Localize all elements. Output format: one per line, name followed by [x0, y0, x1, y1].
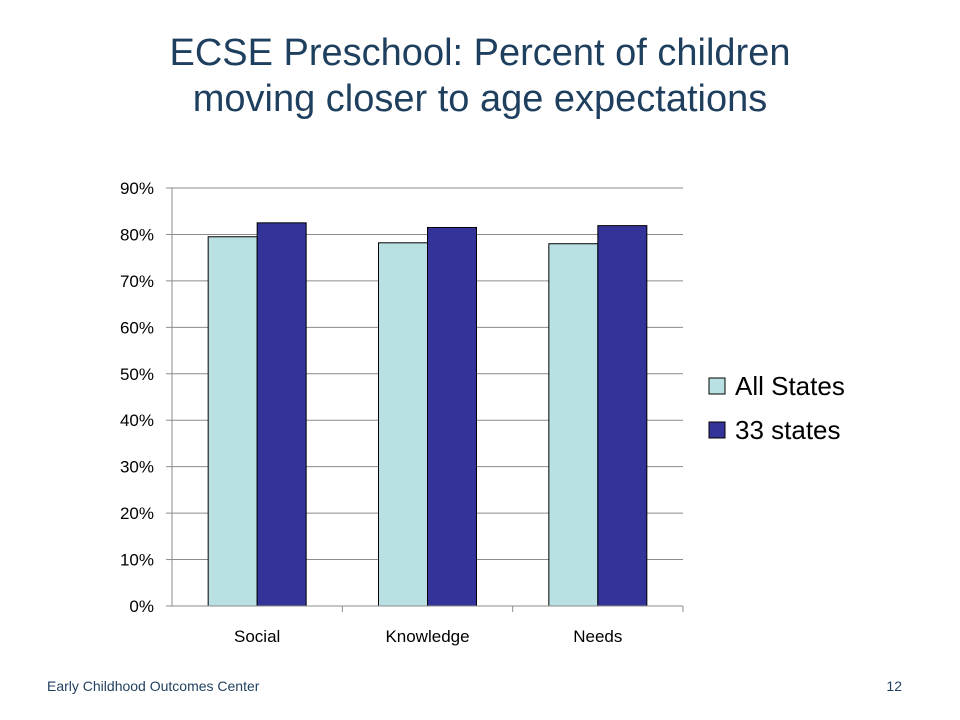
bar-all-states-social: [207, 236, 258, 607]
x-tick-label: Needs: [573, 627, 622, 646]
y-tick-label: 50%: [120, 365, 154, 384]
slide-title: ECSE Preschool: Percent of children movi…: [0, 30, 960, 122]
legend-swatch: [708, 377, 726, 395]
y-tick-label: 70%: [120, 272, 154, 291]
y-tick-label: 10%: [120, 551, 154, 570]
bar-all-states-knowledge: [378, 242, 428, 607]
legend-label: 33 states: [735, 415, 841, 445]
y-tick-label: 30%: [120, 458, 154, 477]
y-tick-label: 20%: [120, 504, 154, 523]
legend-swatch: [708, 421, 726, 439]
x-tick-label: Social: [234, 627, 280, 646]
footer-organization: Early Childhood Outcomes Center: [47, 678, 260, 694]
legend-label: All States: [735, 371, 845, 401]
y-tick-label: 60%: [120, 318, 154, 337]
bar-33-states-knowledge: [427, 226, 477, 607]
bar-all-states-needs: [548, 243, 599, 607]
bar-33-states-needs: [597, 225, 648, 607]
x-tick-label: Knowledge: [385, 627, 469, 646]
bar-33-states-social: [256, 222, 307, 607]
y-tick-label: 80%: [120, 225, 154, 244]
title-line-2: moving closer to age expectations: [192, 78, 768, 120]
axes: 0% 10% 20% 30% 40% 50% 60% 70% 80% 90% Social Knowl…: [120, 179, 684, 646]
y-tick-label: 40%: [120, 411, 154, 430]
page-number: 12: [886, 678, 902, 694]
y-tick-label: 90%: [120, 179, 154, 198]
title-line-1: ECSE Preschool: Percent of children: [169, 32, 791, 74]
y-tick-label: 0%: [129, 597, 154, 616]
bars: [207, 222, 648, 607]
legend: All States 33 states: [708, 371, 845, 445]
